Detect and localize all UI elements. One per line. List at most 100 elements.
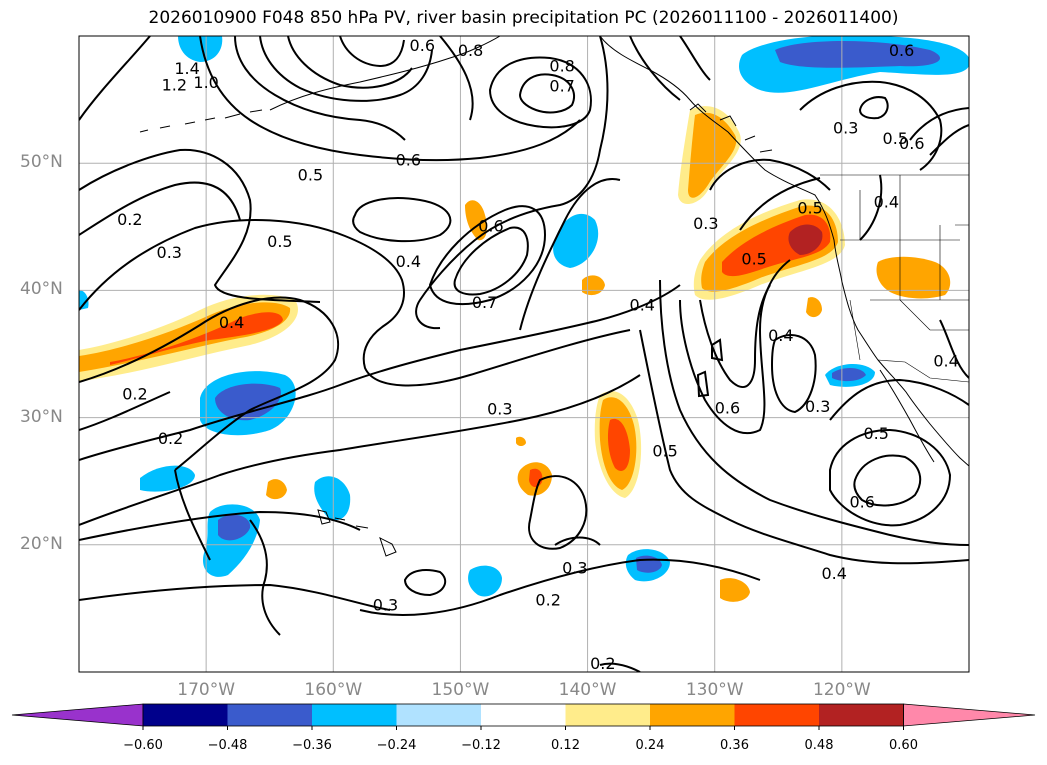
contour-label: 0.6 — [849, 493, 874, 512]
contour-line — [79, 148, 321, 303]
contour-line — [853, 454, 922, 507]
contour-line — [403, 569, 447, 597]
longitude-label: 150°W — [431, 680, 490, 700]
contour-label: 0.7 — [472, 293, 497, 312]
contour-line — [199, 36, 581, 162]
contour-line — [234, 36, 406, 141]
shade-negative — [178, 36, 223, 62]
contour-line — [659, 279, 969, 546]
contour-label: 0.4 — [630, 295, 655, 314]
contour-label: 0.3 — [693, 214, 718, 233]
colorbar-tick-label: 0.12 — [551, 738, 580, 753]
colorbar-extend-low — [11, 703, 144, 727]
contour-label: 0.5 — [883, 129, 908, 148]
shade-positive-strong — [607, 418, 630, 471]
colorbar-segment — [650, 704, 735, 726]
contour-line — [696, 370, 710, 398]
colorbar-segment — [481, 704, 566, 726]
colorbar-tick-label: 0.60 — [889, 738, 918, 753]
contour-line — [518, 73, 575, 114]
contour-label: 0.2 — [122, 384, 147, 403]
border-us-mexico — [877, 359, 969, 383]
shade-positive — [876, 256, 951, 299]
coastline-hawaii — [317, 509, 397, 557]
contour-line — [699, 284, 771, 388]
contour-line — [599, 662, 641, 672]
contour-line — [287, 36, 413, 89]
contour-labels: 1.41.2 1.00.80.80.70.60.50.20.30.50.40.60… — [117, 36, 959, 673]
longitude-label: 140°W — [558, 680, 617, 700]
contour-line — [829, 428, 952, 527]
contour-line — [439, 36, 474, 121]
contour-label: 0.5 — [863, 424, 888, 443]
latitude-label: 40°N — [20, 279, 63, 300]
longitude-label: 120°W — [812, 680, 871, 700]
colorbar-frame — [142, 703, 904, 727]
coastline-aleutians — [139, 109, 263, 133]
coastline-north-america — [599, 36, 969, 467]
contour-line — [629, 36, 681, 101]
contour-label: 0.5 — [797, 199, 822, 218]
contour-line — [858, 96, 889, 120]
contour-label: 0.5 — [267, 232, 292, 251]
contour-label: 0.3 — [562, 559, 587, 578]
shade-negative — [468, 565, 502, 597]
contour-line — [679, 36, 711, 81]
contour-label: 0.3 — [833, 119, 858, 138]
colorbar-segment — [819, 704, 904, 726]
shade-positive — [266, 479, 287, 500]
shade-negative — [140, 465, 195, 492]
contour-line — [359, 558, 761, 616]
shade-positive — [720, 578, 750, 602]
shade-negative — [79, 290, 89, 310]
contour-line — [939, 319, 969, 379]
contour-label: 0.2 — [117, 210, 142, 229]
colorbar — [11, 703, 1036, 730]
shade-positive — [516, 436, 526, 446]
coastlines — [139, 36, 969, 557]
contour-line — [79, 219, 631, 387]
contour-label: 1.0 — [193, 73, 218, 92]
contour-line — [859, 174, 883, 241]
colorbar-tick-label: −0.60 — [123, 738, 163, 753]
contour-line — [79, 391, 171, 431]
contour-line — [79, 181, 241, 236]
gridlines — [79, 36, 969, 672]
colorbar-tick-label: −0.12 — [461, 738, 501, 753]
pv-contours — [79, 36, 969, 672]
colorbar-segment — [143, 704, 228, 726]
contour-label: 0.3 — [487, 400, 512, 419]
colorbar-segment — [396, 704, 482, 726]
longitude-label: 160°W — [304, 680, 363, 700]
contour-line — [79, 510, 361, 541]
contour-line — [79, 583, 391, 611]
contour-line — [519, 178, 621, 331]
shade-negative — [314, 476, 351, 521]
shade-negative-strong — [775, 41, 940, 68]
contour-label: 0.3 — [805, 397, 830, 416]
longitude-label: 130°W — [685, 680, 744, 700]
colorbar-segment — [312, 704, 397, 726]
contour-label: 0.4 — [874, 192, 899, 211]
contour-label: 0.2 — [535, 590, 560, 609]
contour-label: 0.3 — [373, 596, 398, 615]
contour-label: 0.8 — [549, 56, 574, 75]
contour-line — [770, 334, 817, 414]
colorbar-segment — [565, 704, 651, 726]
contour-line — [79, 36, 151, 121]
contour-line — [428, 205, 547, 306]
contour-label: 0.2 — [590, 654, 615, 673]
contour-label: 0.6 — [410, 36, 435, 55]
contour-label: 0.4 — [822, 564, 847, 583]
colorbar-tick-label: 0.24 — [635, 738, 665, 753]
contour-line — [174, 469, 211, 561]
contour-line — [79, 284, 681, 461]
contour-line — [929, 124, 969, 156]
coastline-baja — [879, 369, 935, 463]
shade-negative — [553, 213, 599, 268]
contour-line — [339, 36, 405, 68]
map-title: 2026010900 F048 850 hPa PV, river basin … — [148, 8, 899, 28]
shade-negative-strong — [218, 514, 251, 541]
coastline-islands — [689, 103, 773, 153]
contour-line — [639, 329, 969, 565]
